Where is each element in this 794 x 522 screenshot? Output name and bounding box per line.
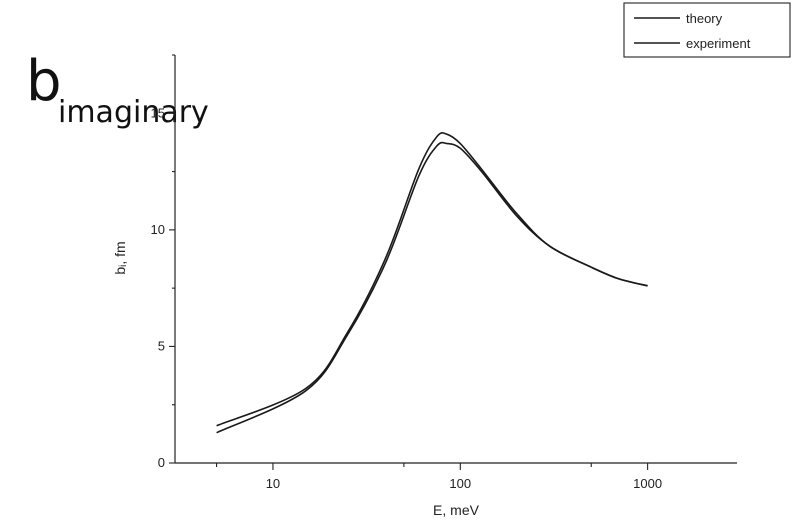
series-line-experiment (216, 141, 648, 434)
panel-subscript: imaginary (58, 95, 209, 130)
x-axis-title: E, meV (433, 502, 480, 518)
y-axis-title: bᵢ, fm (112, 241, 128, 274)
y-tick-label: 15 (151, 105, 165, 120)
x-tick-label: 10 (266, 476, 280, 491)
series-line-theory (216, 132, 648, 427)
y-tick-label: 5 (158, 338, 165, 353)
legend-label-theory: theory (686, 11, 723, 26)
x-tick-label: 1000 (633, 476, 662, 491)
series-group (216, 132, 648, 434)
x-tick-label: 100 (449, 476, 471, 491)
y-tick-label: 0 (158, 455, 165, 470)
ticks: 0 5 10 15 10 100 1000 (151, 54, 662, 491)
panel-letter: b (26, 49, 62, 114)
legend: theory experiment (623, 2, 791, 58)
legend-box (623, 2, 791, 58)
y-tick-label: 10 (151, 222, 165, 237)
legend-label-experiment: experiment (686, 36, 751, 51)
